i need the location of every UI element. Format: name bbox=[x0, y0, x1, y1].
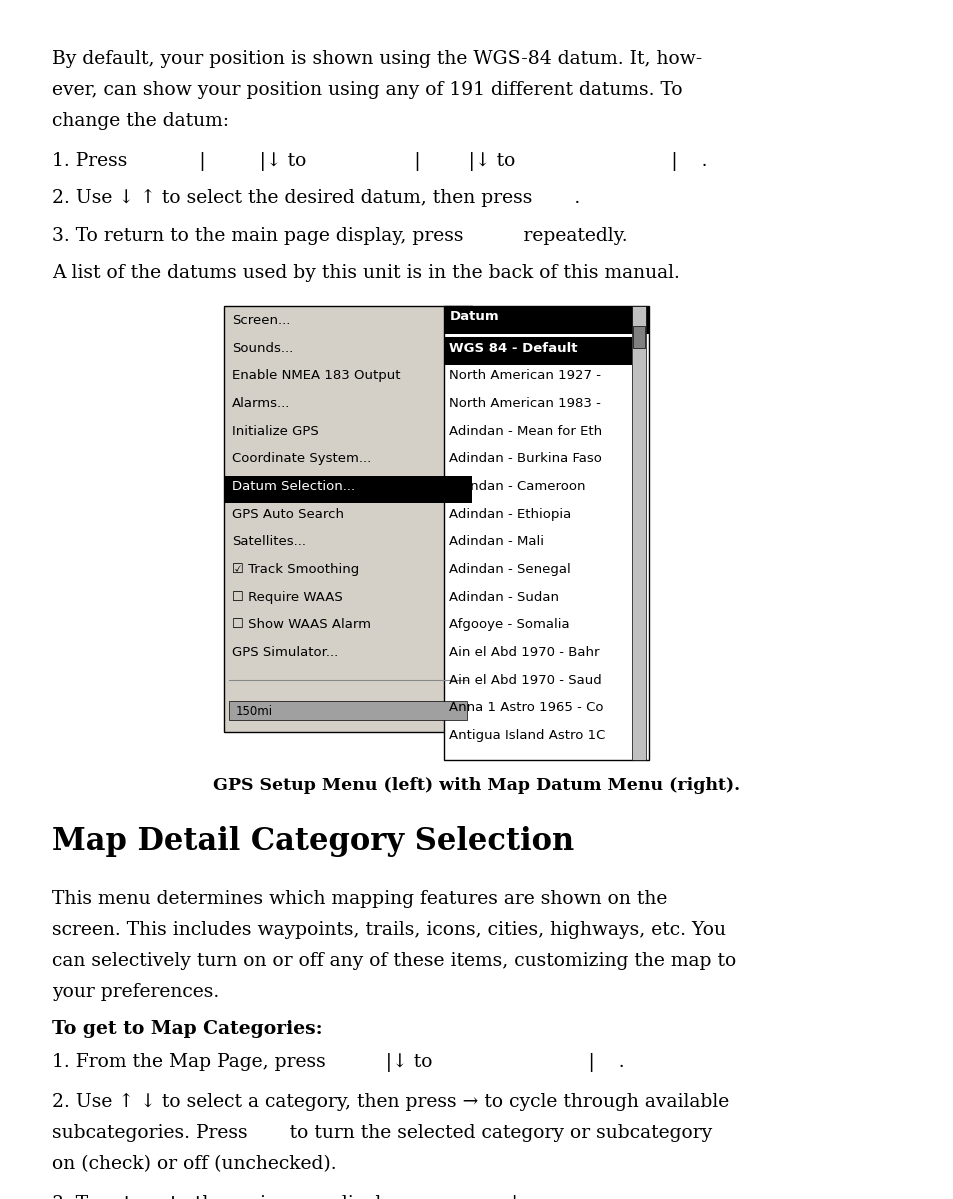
Text: change the datum:: change the datum: bbox=[52, 112, 230, 129]
Text: 1. From the Map Page, press          |↓ to                          |    .: 1. From the Map Page, press |↓ to | . bbox=[52, 1053, 624, 1072]
Text: 1. Press            |         |↓ to                  |        |↓ to             : 1. Press | |↓ to | |↓ to bbox=[52, 151, 707, 170]
Text: Adindan - Ethiopia: Adindan - Ethiopia bbox=[449, 507, 571, 520]
Text: This menu determines which mapping features are shown on the: This menu determines which mapping featu… bbox=[52, 891, 667, 909]
Text: North American 1983 -: North American 1983 - bbox=[449, 397, 600, 410]
Text: Adindan - Cameroon: Adindan - Cameroon bbox=[449, 480, 585, 493]
Bar bbox=[443, 307, 648, 335]
Text: Datum Selection...: Datum Selection... bbox=[232, 480, 355, 493]
Text: Sounds...: Sounds... bbox=[232, 342, 293, 355]
Text: Satellites...: Satellites... bbox=[232, 536, 306, 548]
Text: GPS Simulator...: GPS Simulator... bbox=[232, 646, 337, 659]
Bar bbox=[443, 307, 648, 760]
Text: Screen...: Screen... bbox=[232, 314, 290, 327]
Bar bbox=[224, 307, 472, 733]
Text: screen. This includes waypoints, trails, icons, cities, highways, etc. You: screen. This includes waypoints, trails,… bbox=[52, 921, 725, 939]
Text: Adindan - Burkina Faso: Adindan - Burkina Faso bbox=[449, 452, 601, 465]
Text: 2. Use ↓ ↑ to select the desired datum, then press       .: 2. Use ↓ ↑ to select the desired datum, … bbox=[52, 189, 580, 207]
Text: Ain el Abd 1970 - Saud: Ain el Abd 1970 - Saud bbox=[449, 674, 601, 687]
Text: Afgooye - Somalia: Afgooye - Somalia bbox=[449, 619, 569, 632]
Text: Adindan - Mean for Eth: Adindan - Mean for Eth bbox=[449, 424, 602, 438]
Text: ☑ Track Smoothing: ☑ Track Smoothing bbox=[232, 564, 358, 576]
Text: subcategories. Press       to turn the selected category or subcategory: subcategories. Press to turn the selecte… bbox=[52, 1123, 712, 1141]
Text: ☐ Show WAAS Alarm: ☐ Show WAAS Alarm bbox=[232, 619, 371, 632]
Text: 150mi: 150mi bbox=[235, 705, 273, 718]
Text: A list of the datums used by this unit is in the back of this manual.: A list of the datums used by this unit i… bbox=[52, 264, 679, 283]
Text: Adindan - Sudan: Adindan - Sudan bbox=[449, 591, 558, 603]
Text: can selectively turn on or off any of these items, customizing the map to: can selectively turn on or off any of th… bbox=[52, 952, 736, 970]
Text: Adindan - Senegal: Adindan - Senegal bbox=[449, 564, 571, 576]
Text: 3. To return to the main page display, press        |       .: 3. To return to the main page display, p… bbox=[52, 1194, 565, 1199]
Text: your preferences.: your preferences. bbox=[52, 983, 219, 1001]
Text: North American 1927 -: North American 1927 - bbox=[449, 369, 600, 382]
Text: Ain el Abd 1970 - Bahr: Ain el Abd 1970 - Bahr bbox=[449, 646, 599, 659]
Text: GPS Setup Menu (left) with Map Datum Menu (right).: GPS Setup Menu (left) with Map Datum Men… bbox=[213, 777, 740, 794]
Text: Enable NMEA 183 Output: Enable NMEA 183 Output bbox=[232, 369, 400, 382]
Text: on (check) or off (unchecked).: on (check) or off (unchecked). bbox=[52, 1155, 336, 1173]
Text: Anna 1 Astro 1965 - Co: Anna 1 Astro 1965 - Co bbox=[449, 701, 603, 715]
Text: Initialize GPS: Initialize GPS bbox=[232, 424, 318, 438]
Bar bbox=[229, 701, 467, 721]
Text: Map Detail Category Selection: Map Detail Category Selection bbox=[52, 826, 574, 857]
Text: By default, your position is shown using the WGS-84 datum. It, how-: By default, your position is shown using… bbox=[52, 50, 702, 68]
Bar bbox=[631, 307, 645, 760]
Text: 2. Use ↑ ↓ to select a category, then press → to cycle through available: 2. Use ↑ ↓ to select a category, then pr… bbox=[52, 1092, 729, 1111]
Text: Adindan - Mali: Adindan - Mali bbox=[449, 536, 544, 548]
Text: GPS Auto Search: GPS Auto Search bbox=[232, 507, 343, 520]
Bar bbox=[632, 326, 644, 348]
Text: ever, can show your position using any of 191 different datums. To: ever, can show your position using any o… bbox=[52, 80, 682, 98]
Text: 3. To return to the main page display, press          repeatedly.: 3. To return to the main page display, p… bbox=[52, 227, 627, 245]
Text: Coordinate System...: Coordinate System... bbox=[232, 452, 371, 465]
Bar bbox=[224, 476, 472, 504]
Text: Alarms...: Alarms... bbox=[232, 397, 290, 410]
Text: WGS 84 - Default: WGS 84 - Default bbox=[449, 342, 578, 355]
Text: To get to Map Categories:: To get to Map Categories: bbox=[52, 1020, 323, 1038]
Bar bbox=[443, 337, 631, 364]
Text: ☐ Require WAAS: ☐ Require WAAS bbox=[232, 591, 342, 603]
Text: Datum: Datum bbox=[449, 309, 498, 323]
Text: Antigua Island Astro 1C: Antigua Island Astro 1C bbox=[449, 729, 605, 742]
